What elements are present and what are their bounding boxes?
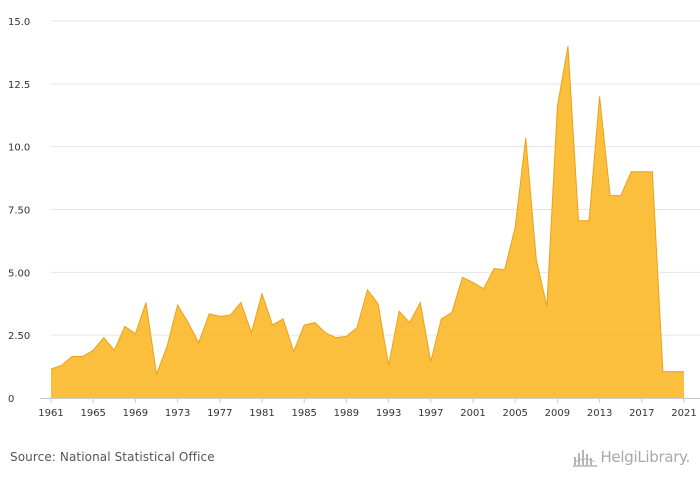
- x-tick-label: 2005: [502, 408, 527, 419]
- x-tick-label: 1993: [376, 408, 401, 419]
- y-tick-label: 10.0: [8, 143, 30, 154]
- x-tick-label: 1973: [165, 408, 190, 419]
- y-tick-label: 7.50: [8, 206, 30, 217]
- x-tick-label: 2009: [545, 408, 570, 419]
- source-note: Source: National Statistical Office: [10, 450, 215, 464]
- x-tick-label: 1977: [207, 408, 232, 419]
- y-tick-label: 2.50: [8, 331, 30, 342]
- library-icon: [573, 450, 598, 467]
- y-tick-label: 12.5: [8, 80, 30, 91]
- x-tick-label: 1997: [418, 408, 443, 419]
- brand-logo[interactable]: HelgiLibrary.: [573, 447, 690, 467]
- area-fill: [51, 46, 684, 398]
- y-axis-tick-labels: 0 2.50 5.00 7.50 10.0 12.5 15.0: [8, 17, 30, 405]
- x-tick-label: 2001: [460, 408, 485, 419]
- series-line: [50, 46, 684, 377]
- x-tick-label: 1989: [334, 408, 359, 419]
- x-tick-label: 1965: [80, 408, 105, 419]
- brand-name: HelgiLibrary.: [600, 448, 690, 466]
- area-series: [50, 46, 684, 398]
- y-tick-label: 5.00: [8, 268, 30, 279]
- x-tick-label: 2013: [587, 408, 612, 419]
- y-tick-label: 15.0: [8, 17, 30, 28]
- x-tick-label: 2021: [671, 408, 696, 419]
- x-tick-label: 2017: [629, 408, 654, 419]
- x-tick-label: 1985: [291, 408, 316, 419]
- x-tick-label: 1981: [249, 408, 274, 419]
- x-tick-label: 1969: [123, 408, 148, 419]
- x-axis: 1961 1965 1969 1973 1977 1981 1985 1989 1993 1997…: [38, 398, 700, 419]
- x-tick-label: 1961: [38, 408, 63, 419]
- y-tick-label: 0: [8, 394, 14, 405]
